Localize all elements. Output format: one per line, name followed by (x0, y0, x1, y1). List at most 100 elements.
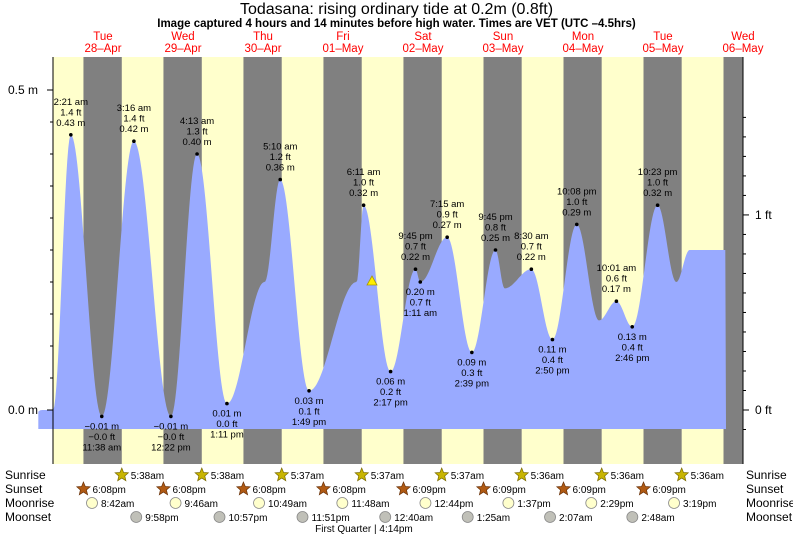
date-label: 02–May (403, 43, 444, 55)
tide-extreme-label: 0.8 ft (485, 223, 506, 234)
tide-extreme-label: 1.0 ft (566, 197, 587, 208)
tide-extreme-point (574, 222, 579, 227)
date-label: 28–Apr (84, 43, 121, 55)
tide-extreme-label: 1.2 ft (270, 152, 291, 163)
tide-extreme-label: 1.0 ft (647, 178, 668, 189)
moonrise-moon-icon (502, 497, 515, 509)
tide-extreme-label: 7:15 am (430, 199, 464, 210)
chart-axes: 0.0 m 0.5 m 0 ft 1 ft (8, 57, 772, 464)
tide-extreme-point (630, 325, 635, 329)
tide-extreme-label: 0.25 m (481, 233, 510, 244)
tide-extreme-point (278, 177, 283, 182)
tide-extreme-point (195, 152, 199, 156)
tide-extreme-point (69, 133, 73, 137)
tide-extreme-label: 0.03 m (295, 396, 324, 407)
sunset-star-icon (155, 481, 171, 496)
tide-extreme-label: 0.22 m (517, 252, 546, 263)
moonrise-row-label-right: Moonrise (746, 496, 793, 510)
sunset-time: 6:09pm (493, 485, 526, 496)
sunrise-time: 5:37am (291, 471, 324, 482)
date-label: 06–May (723, 43, 764, 55)
moonset-moon-icon (130, 511, 143, 523)
tide-extreme-label: 4:13 am (180, 116, 214, 127)
tide-extreme-label: 12:22 pm (151, 442, 191, 453)
sunrise-row-label-right: Sunrise (746, 468, 787, 482)
moonset-time: 9:58pm (145, 513, 178, 524)
moonset-row-label-left: Moonset (5, 510, 52, 524)
sunrise-star-icon (674, 467, 690, 482)
moonrise-moon-icon (668, 497, 680, 509)
sunset-star-icon (555, 481, 572, 496)
sunrise-time: 5:38am (211, 471, 244, 482)
tide-extreme-label: 3:16 am (117, 103, 151, 114)
tide-extreme-label: 8:30 am (514, 231, 548, 242)
tide-extreme-label: 1:11 am (403, 308, 437, 319)
right-tick-label: 0 ft (755, 403, 772, 417)
moonrise-time: 12:44pm (434, 499, 473, 510)
sunset-time: 6:09pm (573, 485, 606, 496)
sunset-time: 6:08pm (92, 485, 125, 496)
date-label: 05–May (643, 43, 684, 55)
day-headers: Tue28–AprWed29–AprThu30–AprFri01–MaySat0… (84, 31, 763, 55)
tide-extreme-label: 1:49 pm (292, 417, 326, 428)
moonrise-moon-icon (336, 497, 349, 509)
right-tick-label: 1 ft (755, 208, 772, 222)
moonset-moon-icon (213, 511, 226, 523)
tide-extreme-point (413, 267, 418, 272)
moonrise-moon-icon (585, 497, 598, 509)
tide-extreme-label: 0.40 m (183, 137, 212, 148)
tide-extreme-label: 0.4 ft (622, 342, 643, 353)
tide-extreme-label: 0.17 m (602, 284, 631, 295)
tide-extreme-label: 2:21 am (54, 97, 88, 108)
sunrise-star-icon (274, 467, 290, 482)
tide-extreme-label: 6:11 am (347, 167, 381, 178)
sunrise-star-icon (194, 467, 210, 482)
tide-extreme-label: −0.0 ft (158, 432, 185, 443)
moonset-moon-icon (296, 511, 309, 523)
sunset-star-icon (475, 481, 492, 496)
tide-extreme-label: 1:11 pm (210, 430, 244, 441)
tide-extreme-label: 2:17 pm (373, 398, 407, 409)
sunrise-time: 5:36am (691, 471, 724, 482)
tide-extreme-point (529, 267, 534, 272)
tide-extreme-label: 1.0 ft (353, 178, 374, 189)
date-label: 30–Apr (244, 43, 281, 55)
date-label: 04–May (563, 43, 604, 55)
tide-extreme-label: 9:45 pm (398, 231, 432, 242)
sunset-time: 6:08pm (172, 485, 205, 496)
tide-extreme-label: −0.01 m (84, 421, 119, 432)
current-tide-triangle (366, 275, 378, 286)
day-name-label: Fri (336, 31, 349, 43)
moonrise-time: 8:42am (101, 499, 134, 510)
day-name-label: Mon (572, 31, 594, 43)
sunrise-star-icon (354, 467, 370, 482)
moonset-time: 10:57pm (229, 513, 268, 524)
day-name-label: Sat (414, 31, 432, 43)
sunset-star-icon (75, 481, 91, 496)
sunrise-star-icon (434, 467, 450, 482)
day-name-label: Tue (93, 31, 112, 43)
current-tide-marker (366, 275, 378, 286)
tide-extreme-point (361, 203, 366, 207)
tide-extreme-label: 0.20 m (406, 287, 435, 298)
moonrise-time: 3:19pm (683, 499, 716, 510)
sun-moon-rows: Sunrise Sunrise 5:38am 5:38am 5:37am 5:37am 5:… (5, 467, 793, 535)
tide-extreme-label: 0.6 ft (606, 274, 627, 285)
moonrise-moon-icon (253, 497, 265, 509)
sunset-row-label-left: Sunset (5, 482, 43, 496)
sunset-time: 6:08pm (252, 485, 285, 496)
tide-extreme-point (445, 235, 449, 239)
day-name-label: Sun (493, 31, 513, 43)
tide-extreme-label: 0.01 m (212, 409, 241, 420)
tide-extreme-label: 0.32 m (349, 188, 378, 199)
tide-extreme-label: 0.09 m (457, 357, 486, 368)
tide-extreme-label: 11:38 am (82, 442, 121, 453)
tide-extreme-label: 0.0 ft (216, 419, 237, 430)
day-name-label: Thu (253, 31, 273, 43)
tide-extreme-point (225, 401, 229, 406)
tide-extreme-point (550, 337, 555, 342)
sunset-row-label-right: Sunset (746, 482, 784, 496)
tide-area (38, 135, 727, 429)
